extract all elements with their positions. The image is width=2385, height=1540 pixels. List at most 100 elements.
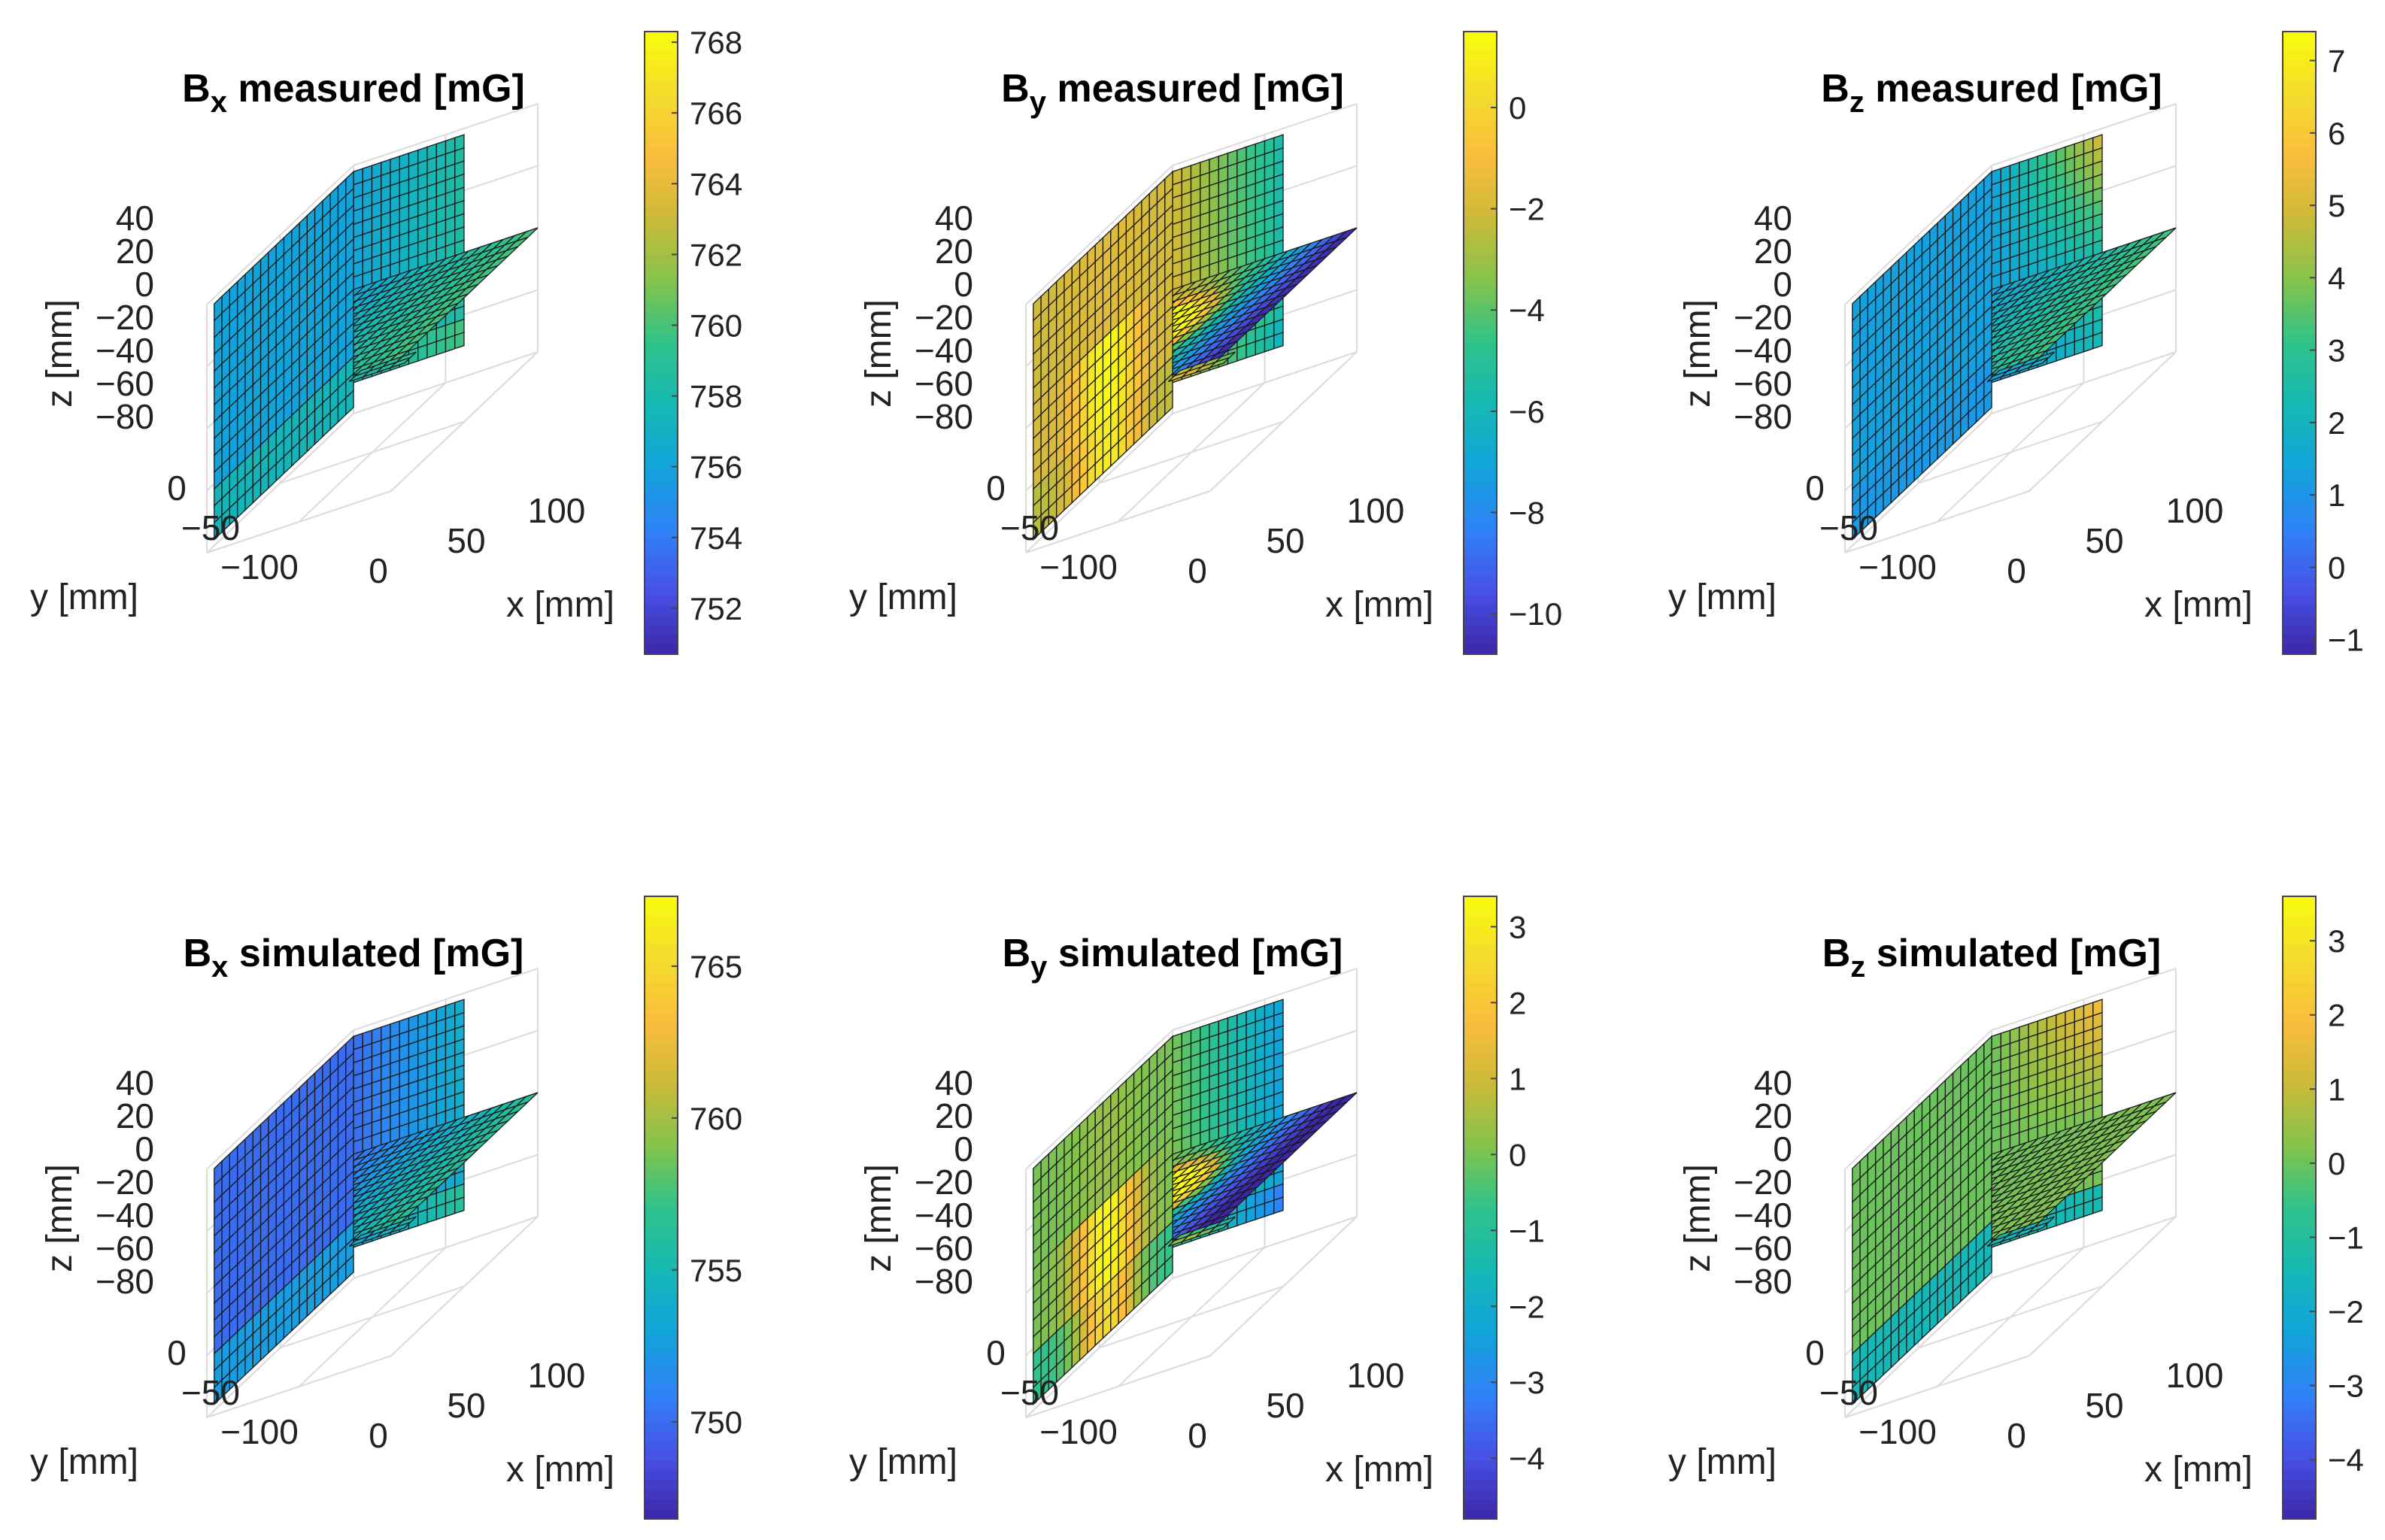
colorbar-segment xyxy=(645,1372,678,1384)
colorbar-tick-label: 0 xyxy=(2328,1146,2345,1181)
colorbar-segment xyxy=(1464,187,1497,198)
colorbar-segment xyxy=(645,1441,678,1452)
colorbar-segment xyxy=(645,1178,678,1189)
colorbar-segment xyxy=(645,459,678,470)
colorbar-segment xyxy=(1464,1236,1497,1247)
colorbar-segment xyxy=(2283,644,2316,655)
colorbar-segment xyxy=(2283,576,2316,587)
surface-patch xyxy=(1264,1199,1275,1217)
colorbar-segment xyxy=(1464,537,1497,548)
z-tick-label: −60 xyxy=(915,1229,973,1268)
colorbar-segment xyxy=(645,1354,678,1364)
colorbar-segment xyxy=(645,265,678,276)
colorbar-segment xyxy=(1464,109,1497,120)
y-tick-label: 0 xyxy=(986,1333,1006,1372)
z-tick-label: 20 xyxy=(1754,1096,1792,1135)
colorbar-segment xyxy=(645,1421,678,1432)
z-tick-label: −40 xyxy=(96,1196,154,1235)
z-tick-label: 40 xyxy=(935,199,973,238)
x-tick-label: 100 xyxy=(1347,1356,1405,1395)
colorbar-segment xyxy=(645,1003,678,1014)
z-tick-label: 20 xyxy=(1754,232,1792,271)
colorbar-segment xyxy=(1464,1188,1497,1199)
colorbar-tick-label: 755 xyxy=(690,1253,742,1288)
colorbar-segment xyxy=(1464,459,1497,470)
colorbar-segment xyxy=(1464,1372,1497,1384)
colorbar-segment xyxy=(2283,333,2316,344)
colorbar-tick-label: 766 xyxy=(690,95,742,131)
colorbar-segment xyxy=(2283,1441,2316,1452)
colorbar-segment xyxy=(2283,41,2316,52)
colorbar-segment xyxy=(645,1499,678,1510)
colorbar-segment xyxy=(2283,119,2316,130)
colorbar-segment xyxy=(1464,1305,1497,1316)
colorbar-segment xyxy=(2283,314,2316,324)
colorbar-segment xyxy=(645,109,678,120)
colorbar-segment xyxy=(645,371,678,383)
colorbar-segment xyxy=(645,1159,678,1170)
surface-patch xyxy=(1236,1208,1247,1227)
colorbar-segment xyxy=(1464,1509,1497,1520)
colorbar-segment xyxy=(1464,1402,1497,1413)
colorbar-segment xyxy=(645,1188,678,1199)
colorbar-segment xyxy=(645,566,678,578)
colorbar-segment xyxy=(1464,343,1497,353)
colorbar-segment xyxy=(645,508,678,519)
colorbar-tick-label: −10 xyxy=(1509,596,1562,632)
colorbar-tick-label: −2 xyxy=(2328,1294,2364,1329)
colorbar-segment xyxy=(2283,944,2316,956)
colorbar-segment xyxy=(1464,1003,1497,1014)
colorbar-segment xyxy=(645,1110,678,1121)
x-tick-label: 0 xyxy=(1188,1416,1207,1455)
colorbar-segment xyxy=(1464,216,1497,227)
z-axis-label: z [mm] xyxy=(859,1164,899,1272)
colorbar-segment xyxy=(645,420,678,432)
colorbar-segment xyxy=(2283,1090,2316,1102)
colorbar-segment xyxy=(645,138,678,150)
colorbar-segment xyxy=(1464,935,1497,946)
colorbar-tick-label: 0 xyxy=(1509,90,1526,126)
colorbar-frame xyxy=(644,31,678,655)
colorbar-segment xyxy=(2283,1023,2316,1033)
y-axis-label: y [mm] xyxy=(1668,1442,1777,1482)
colorbar-segment xyxy=(1464,1013,1497,1023)
colorbar-segment xyxy=(645,206,678,217)
colorbar-segment xyxy=(2283,196,2316,208)
surface-patch xyxy=(1255,338,1266,356)
z-tick-label: −80 xyxy=(96,1262,154,1301)
colorbar-segment xyxy=(645,1275,678,1287)
surface-patch xyxy=(2092,332,2103,350)
colorbar-segment xyxy=(2283,70,2316,81)
y-tick-label: −50 xyxy=(1000,1373,1059,1412)
colorbar-segment xyxy=(1464,615,1497,626)
colorbar-segment xyxy=(2283,1149,2316,1160)
surface-patch xyxy=(2074,1202,2085,1220)
colorbar-segment xyxy=(2283,50,2316,62)
colorbar-segment xyxy=(1464,605,1497,617)
z-tick-label: −60 xyxy=(915,364,973,403)
colorbar-segment xyxy=(645,1129,678,1141)
colorbar-segment xyxy=(645,89,678,101)
colorbar-segment xyxy=(2283,566,2316,578)
colorbar-segment xyxy=(1464,1149,1497,1160)
colorbar-tick-label: −3 xyxy=(1509,1365,1545,1400)
colorbar-segment xyxy=(645,1305,678,1316)
colorbar-segment xyxy=(1464,226,1497,237)
colorbar-segment xyxy=(645,537,678,548)
colorbar-segment xyxy=(2283,1208,2316,1218)
colorbar-tick-label: −1 xyxy=(1509,1213,1545,1248)
colorbar-segment xyxy=(2283,430,2316,441)
colorbar-segment xyxy=(645,1100,678,1111)
x-tick-label: 100 xyxy=(2166,491,2224,530)
colorbar-segment xyxy=(645,158,678,168)
colorbar-segment xyxy=(1464,644,1497,655)
colorbar-tick-label: 2 xyxy=(2328,998,2345,1033)
x-axis-label: x [mm] xyxy=(2144,585,2253,625)
colorbar-segment xyxy=(2283,265,2316,276)
y-tick-label: −100 xyxy=(1859,1412,1937,1451)
colorbar-segment xyxy=(1464,974,1497,985)
colorbar-segment xyxy=(2283,1061,2316,1072)
surface-patch xyxy=(454,332,465,350)
colorbar-segment xyxy=(645,905,678,917)
